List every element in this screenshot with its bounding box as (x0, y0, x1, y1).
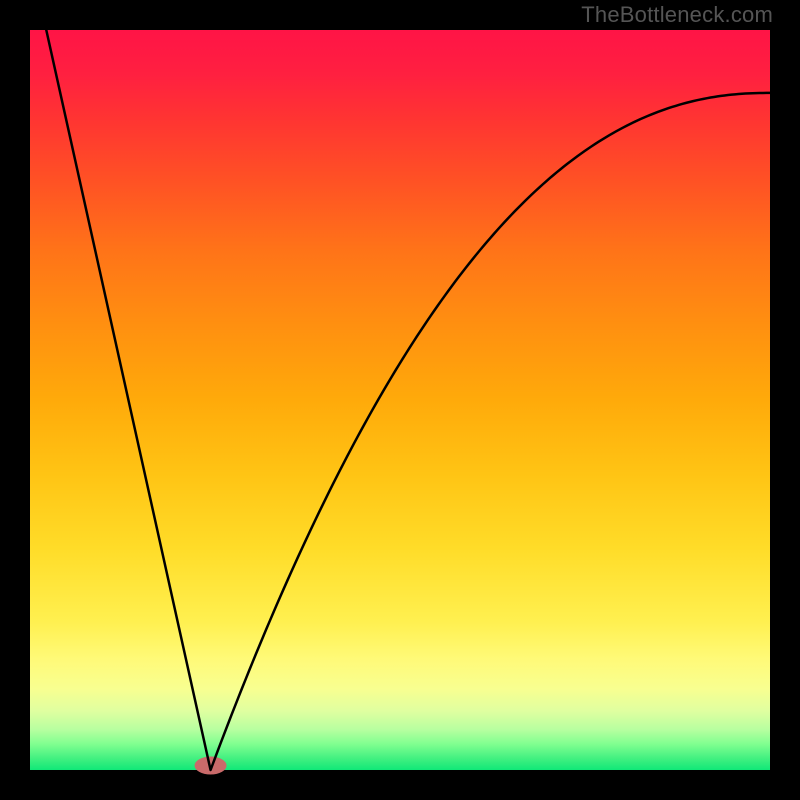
plot-area (30, 30, 770, 770)
curve-layer (30, 30, 770, 770)
chart-container: TheBottleneck.com (0, 0, 800, 800)
bottleneck-curve (46, 30, 770, 770)
watermark-text: TheBottleneck.com (581, 2, 773, 28)
